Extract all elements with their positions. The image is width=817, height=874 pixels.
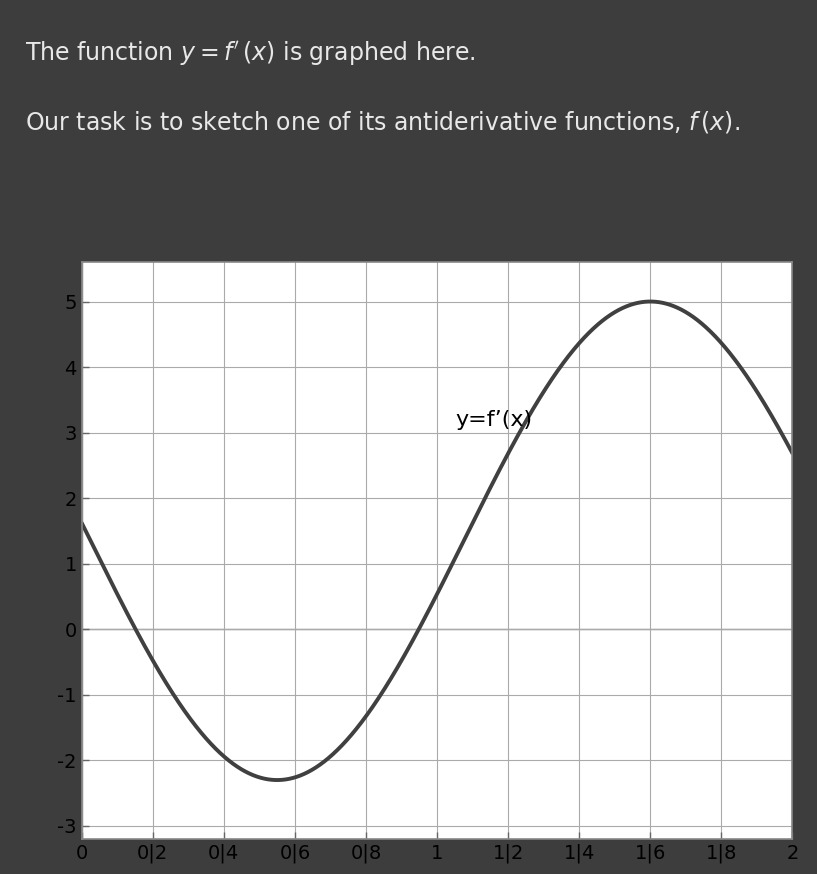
Text: y=f’(x): y=f’(x) — [455, 410, 532, 430]
Text: The function $y = f'\,(x)$ is graphed here.: The function $y = f'\,(x)$ is graphed he… — [25, 39, 475, 68]
Text: Our task is to sketch one of its antiderivative functions, $f\,(x)$.: Our task is to sketch one of its antider… — [25, 109, 739, 135]
